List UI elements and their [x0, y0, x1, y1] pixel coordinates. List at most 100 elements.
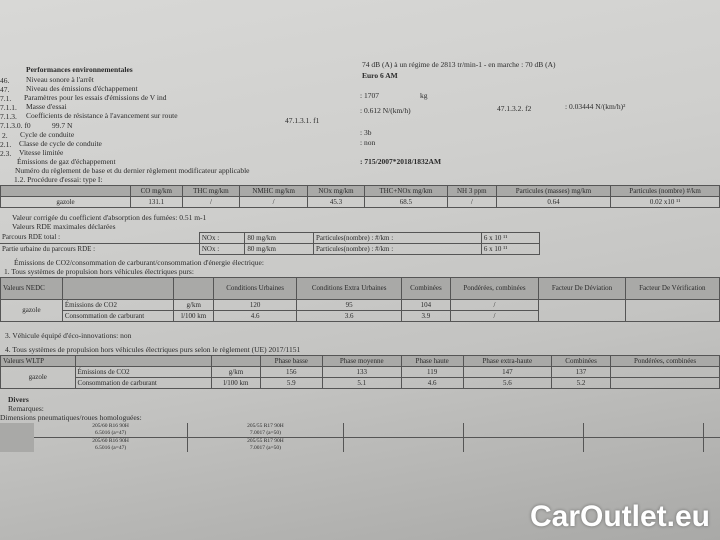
header-cell: Facteur De Déviation — [538, 277, 626, 300]
header-cell: NMHC mg/km — [239, 185, 308, 197]
header-cell: Pondérées, combinées — [610, 355, 720, 367]
header-cell: Valeurs NEDC — [0, 277, 63, 300]
header-cell: Phase moyenne — [321, 355, 402, 367]
nedc-table: Valeurs NEDC Conditions Urbaines Conditi… — [0, 277, 720, 322]
cell: 4.6 — [400, 377, 464, 389]
tyre-size: 205/60 R16 90H — [92, 438, 129, 444]
cell: 205/60 R16 90H 6.5016 (a=47) — [34, 437, 189, 452]
table-row: gazole 131.1 / / 45.3 68.5 / 0.64 0.02 x… — [0, 196, 720, 208]
cell — [462, 437, 584, 452]
tyre-rim: 6.5016 (a=47) — [94, 430, 127, 436]
header-cell — [74, 355, 213, 367]
cell: Émissions de CO2 — [61, 299, 175, 311]
cell: 5.2 — [550, 377, 612, 389]
cell: Émissions de CO2 — [74, 366, 213, 378]
cell — [538, 299, 626, 322]
cell: / — [446, 196, 497, 208]
cell: 0.64 — [495, 196, 612, 208]
header-cell: Combinées — [550, 355, 612, 367]
cell: 205/60 R16 90H 6.5016 (a=47) — [34, 423, 189, 438]
header-cell — [211, 355, 261, 367]
header-cell: NH 3 ppm — [446, 185, 497, 197]
cell — [610, 377, 720, 389]
item-value: Euro 6 AM — [362, 71, 398, 80]
tyres-label: Dimensions pneumatiques/roues homologuée… — [0, 413, 142, 422]
cell: Particules(nombre) : #/km : — [313, 243, 482, 255]
header-cell: THC mg/km — [181, 185, 241, 197]
cell: 156 — [259, 366, 323, 378]
cell — [462, 423, 584, 438]
regulation-label: Numéro du règlement de base et du dernie… — [15, 166, 250, 175]
item-num: 2.3. — [0, 149, 12, 158]
item-value: : non — [360, 138, 376, 147]
cell — [624, 299, 720, 322]
f2-value: : 0.03444 N/(km/h)² — [565, 102, 626, 111]
cell: NOx : — [198, 232, 246, 244]
table-row: Consommation de carburant l/100 km 4.6 3… — [1, 310, 720, 322]
item-label: Coefficients de résistance à l'avancemen… — [26, 111, 178, 120]
table-row: Partie urbaine du parcours RDE : NOx : 8… — [0, 243, 541, 255]
cell: 205/55 R17 90H 7.0017 (a=50) — [187, 437, 344, 452]
type1-table: CO mg/km THC mg/km NMHC mg/km NOx mg/km … — [0, 185, 720, 208]
cell: gazole — [0, 196, 131, 208]
header-cell — [0, 185, 131, 197]
cell: 147 — [462, 366, 553, 378]
item-num: 7.1. — [0, 94, 12, 103]
item-num: 46. — [0, 76, 10, 85]
rde-table: Parcours RDE total : NOx : 80 mg/km Part… — [0, 232, 541, 255]
header-cell: NOx mg/km — [306, 185, 366, 197]
carOutlet-watermark-logo: CarOutlet.eu — [529, 500, 710, 533]
smoke-value: Valeur corrigée du coefficient d'absorpt… — [12, 213, 207, 222]
tyre-size: 205/60 R16 90H — [92, 423, 129, 429]
item-label: Niveau des émissions d'échappement — [26, 84, 138, 93]
remarks-label: Remarques: — [8, 404, 44, 413]
cell: 45.3 — [306, 196, 366, 208]
nedc-title: 1. Tous systèmes de propulsion hors véhi… — [4, 267, 194, 276]
cell — [0, 423, 34, 452]
table-row: gazole Émissions de CO2 g/km 156 133 119… — [0, 366, 720, 389]
header-cell: Valeurs WLTP — [0, 355, 76, 367]
cell: Consommation de carburant — [61, 310, 175, 322]
item-label: Masse d'essai — [26, 102, 67, 111]
cell: Consommation de carburant — [74, 377, 213, 389]
cell: l/100 km — [173, 310, 215, 322]
table-row: Consommation de carburant l/100 km 5.9 5… — [1, 377, 720, 389]
header-cell — [173, 277, 215, 300]
wltp-title: 4. Tous systèmes de propulsion hors véhi… — [5, 345, 301, 354]
cell — [702, 437, 720, 452]
cell: 5.9 — [259, 377, 323, 389]
cell: 137 — [550, 366, 612, 378]
cell: g/km — [173, 299, 215, 311]
item-num: 2. — [2, 131, 8, 140]
header-cell — [61, 277, 175, 300]
co2-title: Émissions de CO2/consommation de carbura… — [14, 258, 264, 267]
tyre-size: 205/55 R17 90H — [247, 438, 284, 444]
item-num: 47. — [0, 85, 10, 94]
cell — [702, 423, 720, 438]
cell: 6 x 10 ¹¹ — [480, 243, 541, 255]
cell: 80 mg/km — [244, 232, 315, 244]
cell: 68.5 — [364, 196, 448, 208]
item-value: : 1707 — [360, 91, 379, 100]
cell: gazole — [0, 299, 63, 322]
cell: 5.1 — [321, 377, 402, 389]
header-cell: Particules (nombre) #/km — [610, 185, 720, 197]
item-num: 2.1. — [0, 140, 12, 149]
f2-label: 47.1.3.2. f2 — [497, 104, 532, 113]
item-label: Niveau sonore à l'arrêt — [26, 75, 94, 84]
cell: 95 — [296, 299, 403, 311]
cell: 133 — [321, 366, 402, 378]
tyre-rim: 7.0017 (a=50) — [249, 445, 282, 451]
table-row: 205/60 R16 90H 6.5016 (a=47) 205/55 R17 9… — [0, 423, 720, 452]
cell: / — [449, 299, 540, 311]
cell: Partie urbaine du parcours RDE : — [2, 244, 96, 253]
cell: Particules(nombre) : #/km : — [313, 232, 482, 244]
header-cell: Combinées — [401, 277, 451, 300]
cell: / — [239, 196, 308, 208]
f1-value: : 0.612 N/(km/h) — [360, 106, 411, 115]
exhaust-title: Émissions de gaz d'échappement — [17, 157, 116, 166]
header-cell: Phase extra-haute — [462, 355, 553, 367]
item-value: : 3b — [360, 128, 372, 137]
item-label: Classe de cycle de conduite — [19, 139, 102, 148]
tyre-size: 205/55 R17 90H — [247, 423, 284, 429]
